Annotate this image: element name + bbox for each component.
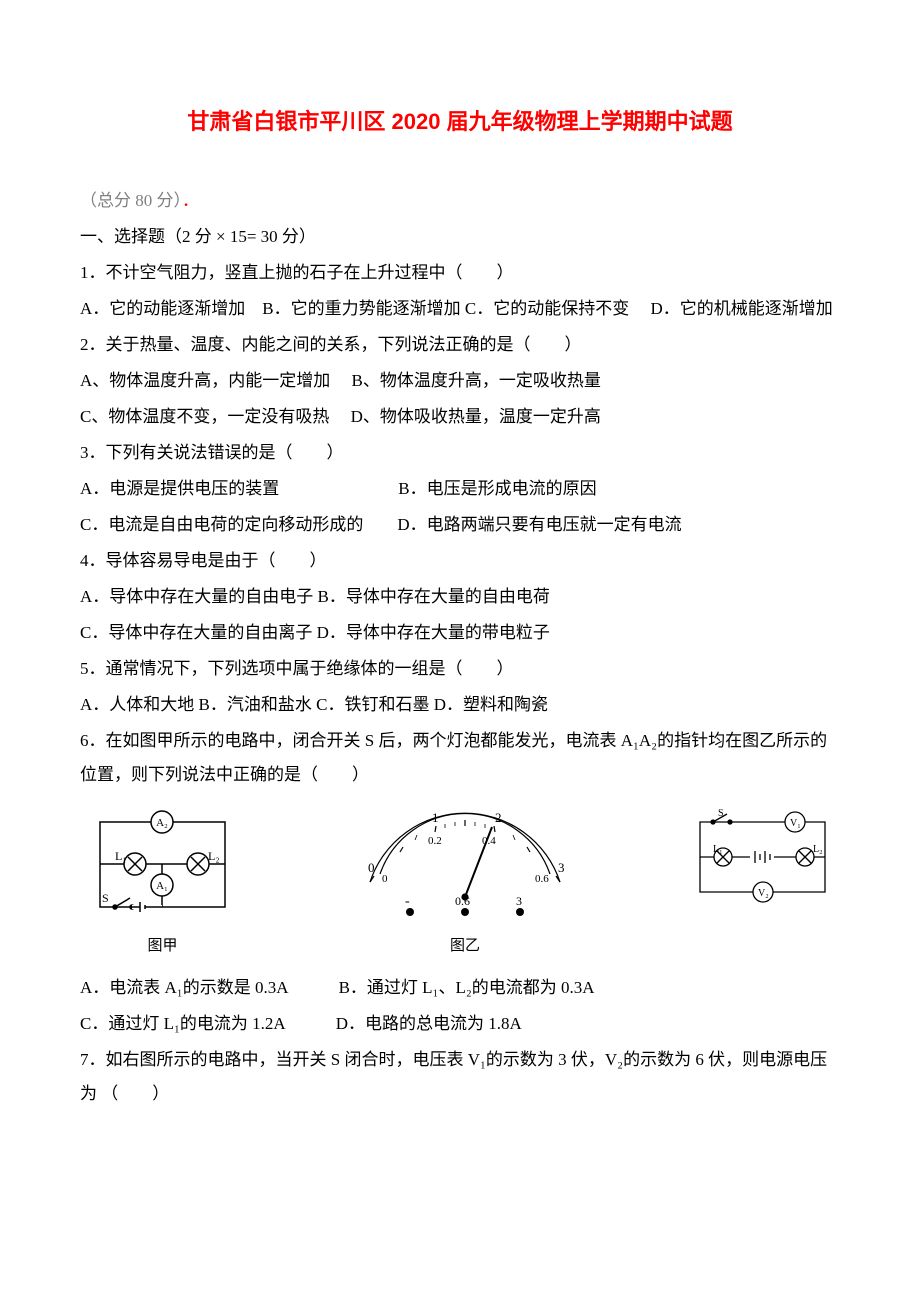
label-s2: S: [718, 808, 724, 819]
question-4-option-cd: C．导体中存在大量的自由离子 D．导体中存在大量的带电粒子: [80, 616, 840, 650]
meter-top-0: 0: [368, 860, 375, 875]
circuit-right-svg: S V₁ V₂ L₁ L₂: [685, 802, 840, 912]
label-l1: L₁: [115, 849, 127, 863]
question-2-option-cd: C、物体温度不变，一定没有吸热 D、物体吸收热量，温度一定升高: [80, 400, 840, 434]
question-5-options: A．人体和大地 B．汽油和盐水 C．铁钉和石墨 D．塑料和陶瓷: [80, 688, 840, 722]
question-2: 2．关于热量、温度、内能之间的关系，下列说法正确的是（ ）: [80, 328, 840, 362]
figure-yi-caption: 图乙: [450, 931, 480, 961]
meter-mid-04: 0.4: [482, 835, 496, 847]
question-1-options: A．它的动能逐渐增加 B．它的重力势能逐渐增加 C．它的动能保持不变 D．它的机…: [80, 292, 840, 326]
question-6-option-cd: C．通过灯 L₁的电流为 1.2A D．电路的总电流为 1.8A: [80, 1007, 840, 1041]
figure-jia-caption: 图甲: [147, 931, 177, 961]
question-3: 3．下列有关说法错误的是（ ）: [80, 436, 840, 470]
question-3-option-ab: A．电源是提供电压的装置 B．电压是形成电流的原因: [80, 472, 840, 506]
question-7: 7．如右图所示的电路中，当开关 S 闭合时，电压表 V₁的示数为 3 伏，V₂的…: [80, 1043, 840, 1111]
page-title: 甘肃省白银市平川区 2020 届九年级物理上学期期中试题: [80, 100, 840, 144]
label-s: S: [102, 891, 109, 905]
figure-row: A₂ A₁ L₁ L₂ S 图甲: [80, 802, 840, 961]
score-text: （总分 80 分）: [80, 191, 182, 210]
label-v2: V₂: [758, 888, 769, 899]
terminal-left: [406, 908, 414, 916]
question-1: 1．不计空气阻力，竖直上抛的石子在上升过程中（ ）: [80, 256, 840, 290]
terminal-right: [516, 908, 524, 916]
score-dot: ．: [182, 191, 199, 210]
meter-top-1: 1: [432, 810, 439, 825]
figure-jia-block: A₂ A₁ L₁ L₂ S 图甲: [80, 802, 245, 961]
meter-top-2: 2: [495, 810, 502, 825]
meter-term-mid: 0.6: [455, 894, 470, 908]
question-3-option-cd: C．电流是自由电荷的定向移动形成的 D．电路两端只要有电压就一定有电流: [80, 508, 840, 542]
meter-svg: 0 1 2 3 0 0.2 0.4 0.6 - 0.6 3: [340, 802, 590, 927]
figure-yi-block: 0 1 2 3 0 0.2 0.4 0.6 - 0.6 3 图乙: [340, 802, 590, 961]
label-l1b: L₁: [713, 844, 723, 855]
meter-mid-06: 0.6: [535, 873, 549, 885]
label-l2b: L₂: [813, 844, 823, 855]
meter-mid-0: 0: [382, 873, 388, 885]
meter-term-right: 3: [516, 894, 522, 908]
question-6: 6．在如图甲所示的电路中，闭合开关 S 后，两个灯泡都能发光，电流表 A₁A₂的…: [80, 724, 840, 792]
circuit-jia-svg: A₂ A₁ L₁ L₂ S: [80, 802, 245, 927]
question-4: 4．导体容易导电是由于（ ）: [80, 544, 840, 578]
question-6-option-ab: A．电流表 A₁的示数是 0.3A B．通过灯 L₁、L₂的电流都为 0.3A: [80, 971, 840, 1005]
meter-top-3: 3: [558, 860, 565, 875]
label-a2: A₂: [156, 817, 168, 829]
meter-term-left: -: [405, 894, 410, 909]
terminal-mid: [461, 908, 469, 916]
document-page: 甘肃省白银市平川区 2020 届九年级物理上学期期中试题 （总分 80 分）． …: [0, 0, 920, 1153]
label-a1: A₁: [156, 880, 168, 892]
question-5: 5．通常情况下，下列选项中属于绝缘体的一组是（ ）: [80, 652, 840, 686]
label-v1: V₁: [790, 818, 801, 829]
section-heading: 一、选择题（2 分 × 15= 30 分）: [80, 220, 840, 254]
label-l2: L₂: [208, 849, 220, 863]
score-line: （总分 80 分）．: [80, 184, 840, 218]
question-2-option-ab: A、物体温度升高，内能一定增加 B、物体温度升高，一定吸收热量: [80, 364, 840, 398]
figure-right-block: S V₁ V₂ L₁ L₂: [685, 802, 840, 912]
question-4-option-ab: A．导体中存在大量的自由电子 B．导体中存在大量的自由电荷: [80, 580, 840, 614]
meter-mid-02: 0.2: [428, 835, 442, 847]
